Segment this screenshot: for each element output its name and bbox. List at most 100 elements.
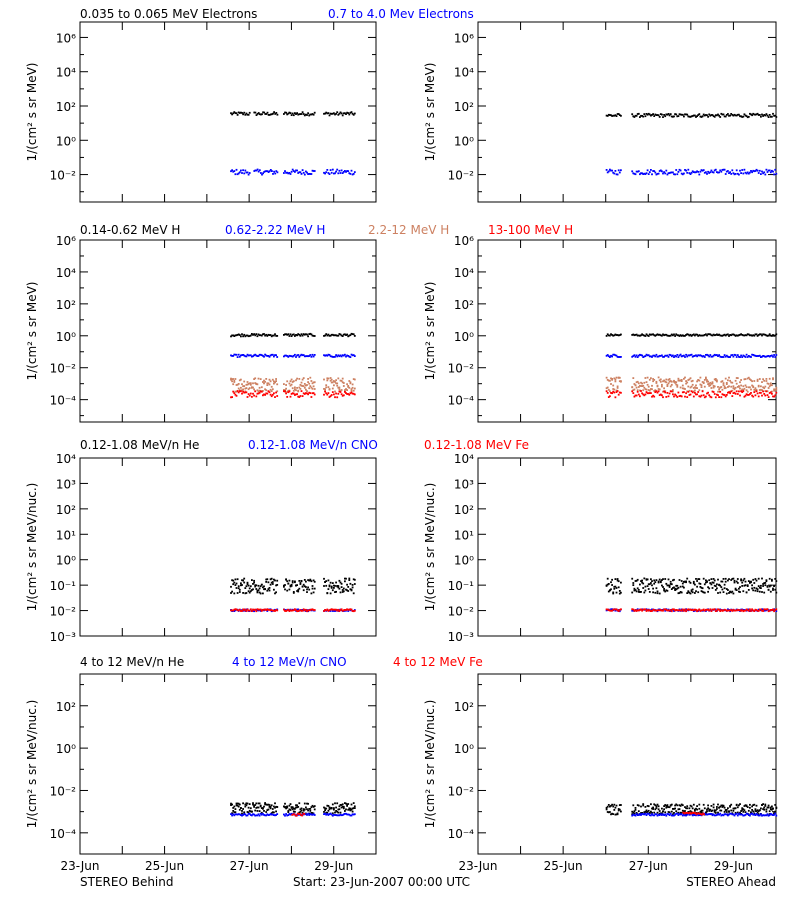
data-point xyxy=(729,390,731,393)
data-point xyxy=(326,608,329,611)
x-tick-label: 29-Jun xyxy=(314,859,353,873)
data-point xyxy=(275,814,277,816)
y-tick-label: 10⁻⁴ xyxy=(448,394,475,408)
data-point xyxy=(753,813,756,816)
data-point xyxy=(258,386,261,389)
data-point xyxy=(240,378,242,381)
data-point xyxy=(742,810,745,813)
data-point xyxy=(653,170,656,172)
data-point xyxy=(260,583,263,586)
data-point xyxy=(351,333,354,335)
data-point xyxy=(763,609,766,612)
data-point xyxy=(284,333,286,336)
data-point xyxy=(739,394,741,397)
data-point xyxy=(673,173,675,176)
data-point xyxy=(705,376,707,379)
data-point xyxy=(301,609,304,612)
data-point xyxy=(724,377,727,380)
data-point xyxy=(707,586,709,589)
data-point xyxy=(305,388,307,391)
data-point xyxy=(614,585,617,588)
data-point xyxy=(311,387,314,390)
data-point xyxy=(275,584,277,587)
data-point xyxy=(743,387,746,390)
data-point xyxy=(644,585,647,588)
data-point xyxy=(246,383,249,386)
data-point xyxy=(352,113,355,116)
data-point xyxy=(740,813,742,816)
data-point xyxy=(326,354,329,357)
data-point xyxy=(330,585,333,588)
data-point xyxy=(260,354,263,357)
data-point xyxy=(266,111,269,114)
data-point xyxy=(742,115,745,118)
data-point xyxy=(266,813,269,816)
data-point xyxy=(232,383,235,386)
data-series xyxy=(230,577,356,595)
data-point xyxy=(735,390,738,393)
data-point xyxy=(614,380,617,383)
data-point xyxy=(333,807,335,809)
y-tick-label: 10² xyxy=(454,100,474,114)
data-point xyxy=(740,172,742,174)
data-point xyxy=(672,390,674,393)
data-point xyxy=(652,608,654,611)
data-point xyxy=(311,382,314,385)
data-point xyxy=(694,171,696,174)
data-point xyxy=(297,608,300,611)
y-tick-label: 10⁰ xyxy=(454,554,474,568)
data-point xyxy=(675,355,678,358)
data-point xyxy=(650,803,652,806)
data-point xyxy=(684,169,686,171)
data-point xyxy=(719,608,722,611)
data-point xyxy=(722,384,725,386)
data-point xyxy=(292,813,295,816)
data-point xyxy=(645,608,648,611)
data-point xyxy=(661,334,663,337)
y-tick-label: 10⁶ xyxy=(56,234,76,248)
data-point xyxy=(665,814,668,817)
data-point xyxy=(232,390,235,393)
data-point xyxy=(656,814,659,817)
data-point xyxy=(310,386,313,389)
data-point xyxy=(246,581,249,584)
data-point xyxy=(651,388,653,391)
data-point xyxy=(286,113,289,116)
data-point xyxy=(290,378,293,381)
data-point xyxy=(237,387,240,390)
data-point xyxy=(325,354,328,357)
data-point xyxy=(731,610,734,612)
data-point xyxy=(283,608,285,611)
data-point xyxy=(242,814,244,816)
data-point xyxy=(700,169,703,171)
data-point xyxy=(678,354,681,357)
data-point xyxy=(266,809,269,811)
data-point xyxy=(256,335,259,338)
data-point xyxy=(254,382,257,384)
data-point xyxy=(636,380,639,383)
data-point xyxy=(646,169,649,172)
data-point xyxy=(648,392,651,394)
data-point xyxy=(727,333,729,336)
data-point xyxy=(247,383,250,385)
data-point xyxy=(352,392,355,395)
data-point xyxy=(739,813,741,816)
data-point xyxy=(349,809,352,812)
data-point xyxy=(236,804,239,807)
data-point xyxy=(633,395,636,398)
data-point xyxy=(302,385,305,387)
data-point xyxy=(614,396,617,399)
data-point xyxy=(609,334,611,337)
data-point xyxy=(258,587,261,590)
data-point xyxy=(256,591,259,594)
data-point xyxy=(617,356,620,358)
data-point xyxy=(749,112,751,115)
data-point xyxy=(694,814,696,816)
data-point xyxy=(259,608,262,611)
data-point xyxy=(335,608,337,611)
data-point xyxy=(717,113,719,116)
data-point xyxy=(697,814,700,817)
data-point xyxy=(708,385,711,387)
data-point xyxy=(351,112,354,115)
data-point xyxy=(614,378,617,381)
